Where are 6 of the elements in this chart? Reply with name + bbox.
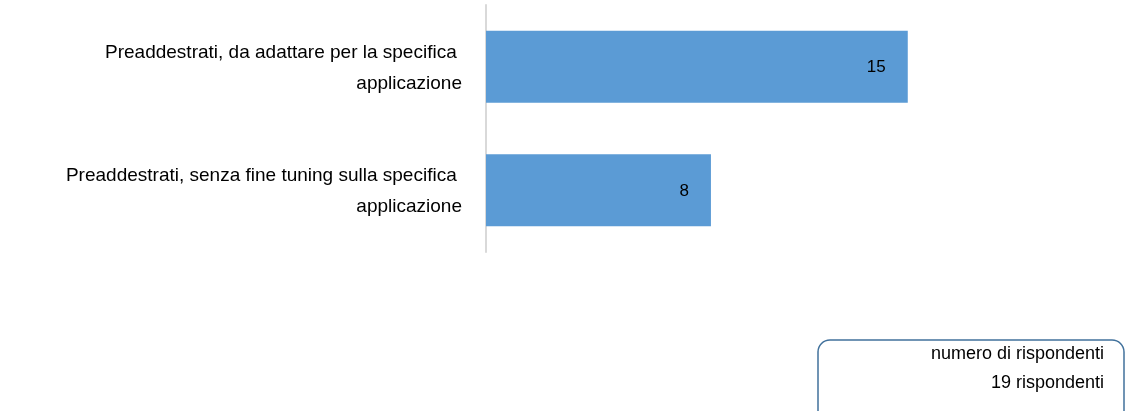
data-label: 15 (866, 57, 886, 77)
y-tick-label: Preaddestrati, senza fine tuning sulla specifica applicazione (65, 164, 462, 217)
text: numero di rispondenti (930, 343, 1105, 363)
data-label: 8 (679, 180, 689, 200)
y-tick-label: Preaddestrati, da adattare per la specifica applicazione (105, 40, 462, 93)
text: 19 rispondenti (990, 372, 1105, 392)
